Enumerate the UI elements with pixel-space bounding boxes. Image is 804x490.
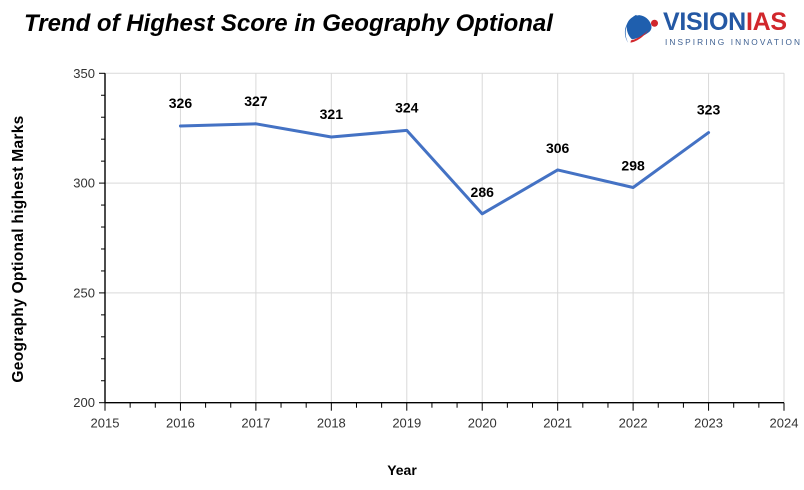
svg-text:2017: 2017 xyxy=(241,416,270,431)
svg-text:350: 350 xyxy=(73,66,95,81)
svg-text:327: 327 xyxy=(244,93,268,109)
svg-text:200: 200 xyxy=(73,395,95,410)
svg-text:286: 286 xyxy=(471,184,495,200)
svg-text:298: 298 xyxy=(621,157,645,173)
svg-text:250: 250 xyxy=(73,285,95,300)
svg-text:2021: 2021 xyxy=(543,416,572,431)
svg-text:323: 323 xyxy=(697,102,721,118)
svg-text:321: 321 xyxy=(320,106,344,122)
svg-text:326: 326 xyxy=(169,95,193,111)
svg-text:2016: 2016 xyxy=(166,416,195,431)
svg-text:2019: 2019 xyxy=(392,416,421,431)
svg-text:300: 300 xyxy=(73,176,95,191)
svg-text:2022: 2022 xyxy=(619,416,648,431)
svg-text:2024: 2024 xyxy=(770,416,799,431)
svg-text:2023: 2023 xyxy=(694,416,723,431)
svg-text:2020: 2020 xyxy=(468,416,497,431)
svg-text:2015: 2015 xyxy=(91,416,120,431)
svg-text:306: 306 xyxy=(546,140,570,156)
svg-text:2018: 2018 xyxy=(317,416,346,431)
svg-text:324: 324 xyxy=(395,99,419,115)
